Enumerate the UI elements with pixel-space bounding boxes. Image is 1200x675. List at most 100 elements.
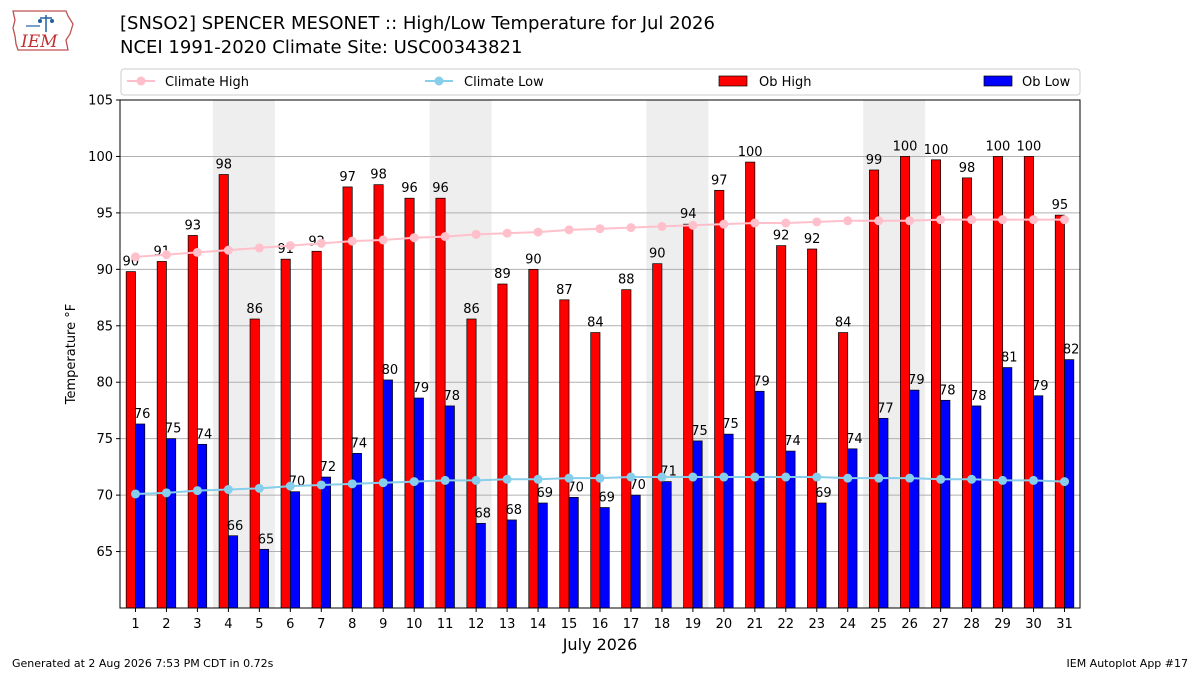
climate-low-point-31 bbox=[1060, 477, 1070, 487]
ob-high-label-25: 99 bbox=[866, 153, 883, 168]
ob-high-label-29: 100 bbox=[986, 139, 1011, 154]
ob-high-label-26: 100 bbox=[893, 139, 918, 154]
legend-climate-high-label: Climate High bbox=[165, 75, 249, 90]
legend-ob-high-label: Ob High bbox=[759, 75, 812, 90]
ob-low-bar-30 bbox=[1033, 395, 1044, 609]
ob-high-label-16: 84 bbox=[587, 316, 604, 331]
ob-high-bar-6 bbox=[280, 258, 291, 609]
ob-high-label-8: 97 bbox=[339, 170, 356, 185]
climate-low-point-1 bbox=[130, 489, 140, 499]
ob-high-label-12: 86 bbox=[463, 302, 480, 317]
climate-low-point-20 bbox=[719, 472, 729, 482]
x-tick-label-6: 6 bbox=[286, 617, 294, 632]
x-tick-label-21: 21 bbox=[747, 617, 764, 632]
ob-high-bar-9 bbox=[373, 184, 384, 609]
climate-low-point-24 bbox=[843, 473, 853, 483]
logo-text: IEM bbox=[20, 32, 58, 52]
x-tick-label-4: 4 bbox=[224, 617, 232, 632]
climate-high-point-7 bbox=[316, 238, 326, 248]
x-axis-label: July 2026 bbox=[562, 635, 638, 654]
ob-high-label-4: 98 bbox=[215, 158, 232, 173]
climate-high-point-16 bbox=[595, 224, 605, 234]
ob-low-label-21: 79 bbox=[753, 374, 770, 389]
ob-low-bar-21 bbox=[754, 390, 765, 609]
ob-high-bar-19 bbox=[683, 223, 694, 609]
ob-low-label-10: 79 bbox=[413, 381, 430, 396]
ob-high-bar-25 bbox=[869, 169, 880, 609]
climate-low-point-12 bbox=[471, 475, 481, 485]
x-tick-label-30: 30 bbox=[1025, 617, 1042, 632]
climate-high-point-22 bbox=[781, 218, 791, 228]
ob-low-bar-1 bbox=[135, 423, 146, 609]
ob-low-label-16: 69 bbox=[598, 491, 615, 506]
ob-high-bar-1 bbox=[125, 271, 136, 609]
ob-low-label-20: 75 bbox=[722, 417, 739, 432]
ob-low-label-31: 82 bbox=[1063, 343, 1080, 358]
climate-low-point-9 bbox=[378, 478, 388, 488]
ob-low-label-1: 76 bbox=[134, 407, 151, 422]
ob-low-bar-8 bbox=[351, 452, 362, 609]
x-tick-label-29: 29 bbox=[994, 617, 1011, 632]
ob-high-label-19: 94 bbox=[680, 207, 697, 222]
climate-high-point-3 bbox=[192, 247, 202, 257]
ob-low-label-29: 81 bbox=[1001, 351, 1018, 366]
climate-high-point-17 bbox=[626, 223, 636, 233]
ob-high-label-20: 97 bbox=[711, 173, 728, 188]
climate-high-point-31 bbox=[1060, 215, 1070, 225]
ob-high-label-17: 88 bbox=[618, 273, 635, 288]
y-tick-label-75: 75 bbox=[96, 432, 113, 447]
y-tick-label-70: 70 bbox=[96, 489, 113, 504]
x-tick-label-7: 7 bbox=[317, 617, 325, 632]
climate-high-point-24 bbox=[843, 216, 853, 226]
ob-high-bar-23 bbox=[807, 248, 818, 609]
legend-ob-high-swatch bbox=[718, 75, 748, 87]
climate-low-point-17 bbox=[626, 472, 636, 482]
x-tick-label-18: 18 bbox=[654, 617, 671, 632]
x-tick-label-8: 8 bbox=[348, 617, 356, 632]
ob-high-label-18: 90 bbox=[649, 247, 666, 262]
ob-high-bar-29 bbox=[992, 156, 1003, 609]
climate-low-point-16 bbox=[595, 473, 605, 483]
climate-low-point-30 bbox=[1029, 475, 1039, 485]
x-tick-label-16: 16 bbox=[592, 617, 609, 632]
ob-high-label-9: 98 bbox=[370, 168, 387, 183]
x-tick-label-26: 26 bbox=[901, 617, 918, 632]
ob-low-label-9: 80 bbox=[382, 363, 399, 378]
ob-low-label-19: 75 bbox=[691, 424, 708, 439]
climate-low-point-27 bbox=[936, 474, 946, 484]
ob-low-bar-12 bbox=[475, 522, 486, 609]
x-tick-label-20: 20 bbox=[716, 617, 733, 632]
y-tick-label-80: 80 bbox=[96, 376, 113, 391]
ob-high-label-10: 96 bbox=[401, 181, 418, 196]
climate-high-point-8 bbox=[347, 236, 357, 246]
x-tick-label-9: 9 bbox=[379, 617, 387, 632]
ob-high-label-15: 87 bbox=[556, 283, 573, 298]
ob-low-bar-20 bbox=[723, 433, 734, 609]
ob-low-bar-18 bbox=[661, 481, 672, 609]
ob-low-bar-10 bbox=[413, 397, 424, 609]
ob-high-label-11: 96 bbox=[432, 181, 449, 196]
ob-high-label-3: 93 bbox=[184, 218, 201, 233]
ob-high-label-24: 84 bbox=[835, 316, 852, 331]
climate-low-point-2 bbox=[161, 488, 171, 498]
x-tick-label-1: 1 bbox=[131, 617, 139, 632]
ob-low-label-25: 77 bbox=[877, 401, 894, 416]
ob-low-bar-14 bbox=[537, 502, 548, 609]
generated-timestamp: Generated at 2 Aug 2026 7:53 PM CDT in 0… bbox=[12, 657, 274, 670]
chart-title: [SNSO2] SPENCER MESONET :: High/Low Temp… bbox=[120, 13, 715, 34]
ob-low-label-13: 68 bbox=[505, 503, 522, 518]
climate-low-point-26 bbox=[905, 473, 915, 483]
climate-low-point-13 bbox=[502, 474, 512, 484]
ob-low-label-5: 65 bbox=[258, 532, 275, 547]
ob-high-bar-13 bbox=[497, 283, 508, 609]
climate-low-point-21 bbox=[750, 472, 760, 482]
ob-low-bar-13 bbox=[506, 519, 517, 609]
x-tick-label-25: 25 bbox=[870, 617, 887, 632]
climate-low-point-14 bbox=[533, 474, 543, 484]
ob-low-label-12: 68 bbox=[475, 506, 492, 521]
ob-low-bar-5 bbox=[259, 548, 270, 609]
climate-high-point-10 bbox=[409, 233, 419, 243]
climate-high-point-19 bbox=[688, 220, 698, 230]
ob-low-bar-15 bbox=[568, 497, 579, 609]
